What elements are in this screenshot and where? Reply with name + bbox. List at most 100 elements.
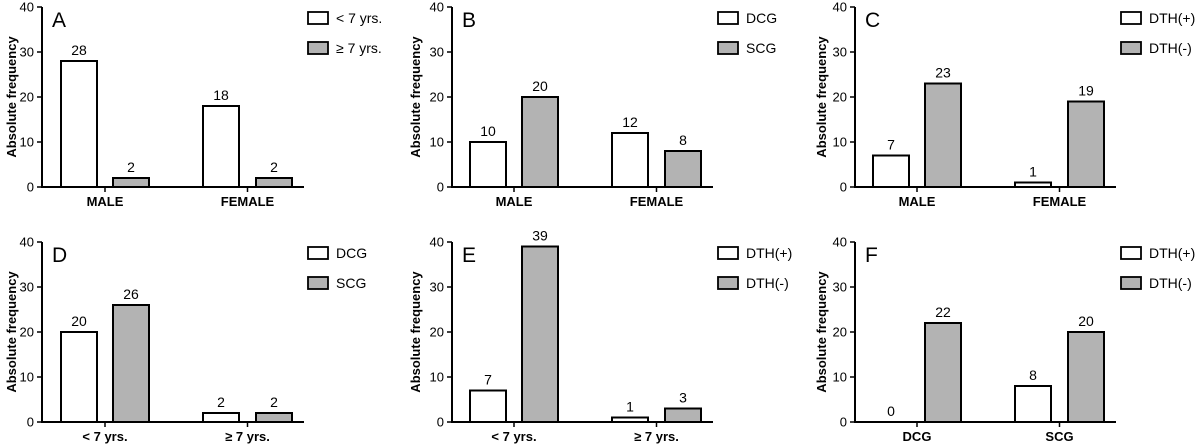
category-label: < 7 yrs. bbox=[82, 429, 127, 444]
data-label: 8 bbox=[1029, 367, 1037, 383]
legend-label: DCG bbox=[746, 10, 777, 26]
y-tick-label: 30 bbox=[430, 45, 444, 60]
bar bbox=[469, 141, 507, 188]
data-label: 2 bbox=[270, 394, 278, 410]
bar bbox=[112, 177, 150, 188]
bar bbox=[255, 177, 293, 188]
data-label: 7 bbox=[887, 137, 895, 153]
y-tick-label: 30 bbox=[430, 280, 444, 295]
data-label: 0 bbox=[887, 403, 895, 419]
y-tick-label: 30 bbox=[20, 280, 34, 295]
data-label: 20 bbox=[71, 313, 87, 329]
bar bbox=[112, 304, 150, 423]
y-tick-label: 0 bbox=[27, 415, 34, 430]
bar bbox=[924, 82, 962, 188]
y-tick-label: 20 bbox=[20, 90, 34, 105]
legend-swatch bbox=[1120, 276, 1142, 290]
category-label: ≥ 7 yrs. bbox=[634, 429, 679, 444]
legend-label: DTH(-) bbox=[1149, 275, 1192, 291]
panel-letter: E bbox=[462, 244, 476, 267]
bar bbox=[664, 150, 702, 188]
bar bbox=[202, 105, 240, 188]
legend-swatch bbox=[717, 41, 739, 55]
y-axis-label: Absolute frequency bbox=[4, 36, 19, 158]
legend-swatch bbox=[1120, 246, 1142, 260]
legend-label: DTH(+) bbox=[1149, 10, 1195, 26]
category-label: < 7 yrs. bbox=[491, 429, 536, 444]
bar bbox=[611, 416, 649, 423]
y-tick-label: 40 bbox=[833, 0, 847, 15]
y-tick-label: 10 bbox=[430, 135, 444, 150]
data-label: 3 bbox=[679, 390, 687, 406]
chart-panel-c: C Absolute frequency 0 10 20 30 40 7 23 MALE 1 19 FE… bbox=[814, 0, 1195, 209]
data-label: 12 bbox=[622, 114, 638, 130]
y-tick-label: 30 bbox=[20, 45, 34, 60]
legend-label: SCG bbox=[336, 275, 366, 291]
y-tick-label: 40 bbox=[833, 235, 847, 250]
y-axis-label: Absolute frequency bbox=[4, 271, 19, 393]
y-tick-label: 20 bbox=[833, 90, 847, 105]
category-label: ≥ 7 yrs. bbox=[225, 429, 270, 444]
data-label: 19 bbox=[1078, 83, 1094, 99]
bar bbox=[1067, 331, 1105, 423]
chart-panel-b: B Absolute frequency 0 10 20 30 40 10 20 MALE 12 8 F… bbox=[408, 0, 777, 209]
data-label: 7 bbox=[484, 372, 492, 388]
legend-swatch bbox=[307, 246, 329, 260]
legend-label: < 7 yrs. bbox=[336, 10, 382, 26]
legend-swatch bbox=[717, 11, 739, 25]
chart-panel-f: F Absolute frequency 0 10 20 30 40 0 22 DCG 8 20 SCG… bbox=[814, 235, 1195, 445]
data-label: 20 bbox=[1078, 313, 1094, 329]
legend-swatch bbox=[1120, 41, 1142, 55]
legend-label: SCG bbox=[746, 40, 776, 56]
data-label: 20 bbox=[532, 78, 548, 94]
y-tick-label: 40 bbox=[430, 235, 444, 250]
bar bbox=[1014, 181, 1052, 188]
data-label: 23 bbox=[935, 65, 951, 81]
bar bbox=[60, 331, 98, 423]
bar bbox=[1014, 385, 1052, 423]
bar bbox=[521, 245, 559, 423]
category-label: SCG bbox=[1045, 429, 1073, 444]
data-label: 28 bbox=[71, 42, 87, 58]
legend-label: ≥ 7 yrs. bbox=[336, 40, 382, 56]
category-label: FEMALE bbox=[630, 194, 684, 209]
data-label: 39 bbox=[532, 228, 548, 244]
legend-swatch bbox=[717, 276, 739, 290]
data-label: 1 bbox=[626, 399, 634, 415]
y-tick-label: 10 bbox=[20, 370, 34, 385]
y-tick-label: 10 bbox=[20, 135, 34, 150]
y-tick-label: 0 bbox=[437, 415, 444, 430]
category-label: FEMALE bbox=[1033, 194, 1087, 209]
bar bbox=[469, 389, 507, 423]
y-axis-label: Absolute frequency bbox=[814, 271, 829, 393]
bar bbox=[255, 412, 293, 423]
y-tick-label: 10 bbox=[833, 135, 847, 150]
y-tick-label: 30 bbox=[833, 280, 847, 295]
bar bbox=[202, 412, 240, 423]
y-tick-label: 20 bbox=[20, 325, 34, 340]
legend-label: DTH(-) bbox=[746, 275, 789, 291]
y-tick-label: 0 bbox=[840, 180, 847, 195]
category-label: DCG bbox=[903, 429, 932, 444]
bar bbox=[521, 96, 559, 188]
y-tick-label: 0 bbox=[437, 180, 444, 195]
legend-label: DCG bbox=[336, 245, 367, 261]
legend-swatch bbox=[307, 276, 329, 290]
legend-label: DTH(+) bbox=[746, 245, 792, 261]
bar bbox=[1067, 100, 1105, 188]
panel-letter: C bbox=[865, 9, 880, 32]
data-label: 26 bbox=[123, 286, 139, 302]
legend-swatch bbox=[1120, 11, 1142, 25]
panel-letter: D bbox=[52, 244, 67, 267]
category-label: MALE bbox=[87, 194, 124, 209]
bar bbox=[664, 407, 702, 423]
y-tick-label: 10 bbox=[430, 370, 444, 385]
y-tick-label: 40 bbox=[430, 0, 444, 15]
y-tick-label: 40 bbox=[20, 0, 34, 15]
y-axis-label: Absolute frequency bbox=[814, 36, 829, 158]
bar bbox=[611, 132, 649, 188]
legend-swatch bbox=[307, 11, 329, 25]
data-label: 2 bbox=[127, 159, 135, 175]
y-tick-label: 0 bbox=[840, 415, 847, 430]
